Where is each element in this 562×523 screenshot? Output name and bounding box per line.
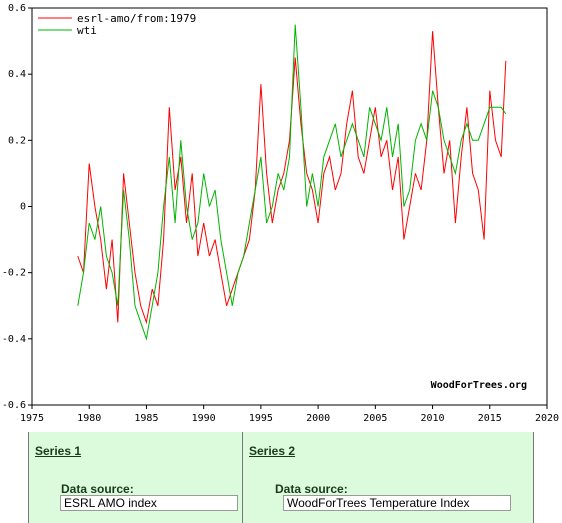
credit-text: WoodForTrees.org (431, 380, 527, 391)
x-tick-label: 2015 (478, 413, 502, 424)
series-2-data-source-field[interactable]: WoodForTrees Temperature Index (283, 495, 511, 511)
plot-frame (31, 7, 548, 406)
x-tick-label: 2000 (306, 413, 330, 424)
series-1-panel: Series 1 Data source: ESRL AMO index (28, 432, 242, 523)
series-1-title[interactable]: Series 1 (35, 444, 82, 458)
x-tick-label: 1990 (192, 413, 216, 424)
y-tick-label: 0.4 (8, 69, 26, 80)
x-tick-label: 1980 (77, 413, 101, 424)
series-2-title[interactable]: Series 2 (249, 444, 296, 458)
x-tick-label: 1975 (20, 413, 44, 424)
series-2-data-source-label: Data source: (275, 482, 348, 496)
line-chart: 1975 1980 1985 1990 1995 2000 2005 2010 2015 2020… (2, 3, 559, 424)
legend-label-1: esrl-amo/from:1979 (77, 12, 196, 25)
series-2-panel: Series 2 Data source: WoodForTrees Tempe… (242, 432, 534, 523)
y-tick-label: 0 (20, 202, 26, 213)
x-tick-label: 2005 (363, 413, 387, 424)
x-tick-label: 2010 (421, 413, 445, 424)
x-tick-label: 1995 (249, 413, 273, 424)
plot-area: 1975 1980 1985 1990 1995 2000 2005 2010 2015 2020… (2, 3, 559, 424)
series-line-2 (77, 24, 507, 341)
y-tick-label: 0.6 (8, 3, 26, 14)
y-tick-label: 0.2 (8, 135, 26, 146)
series-1-data-source-label: Data source: (61, 482, 134, 496)
legend-label-2: wti (77, 24, 97, 37)
y-tick-label: -0.4 (2, 334, 26, 345)
series-1-data-source-field[interactable]: ESRL AMO index (60, 495, 238, 511)
y-tick-label: -0.2 (2, 268, 26, 279)
y-tick-label: -0.6 (2, 400, 26, 411)
x-tick-label: 1985 (134, 413, 158, 424)
x-tick-label: 2020 (535, 413, 559, 424)
